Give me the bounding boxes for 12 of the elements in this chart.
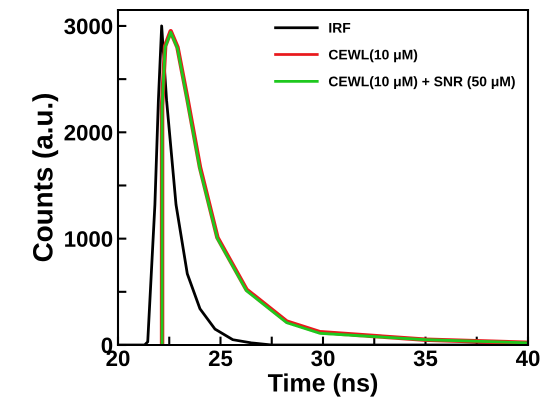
x-axis-title: Time (ns) xyxy=(268,373,378,397)
x-tick-label: 40 xyxy=(516,350,540,366)
y-tick-label: 1000 xyxy=(65,231,112,247)
x-tick-label: 35 xyxy=(414,350,438,366)
y-axis-title: Counts (a.u.) xyxy=(32,94,58,262)
y-tick-label: 3000 xyxy=(64,18,112,34)
y-tick-label: 2000 xyxy=(64,124,112,141)
legend-label: IRF xyxy=(329,23,350,33)
legend-label: CEWL(10 μM) + SNR (50 μM) xyxy=(328,76,515,90)
legend-label: CEWL(10 μM) xyxy=(328,49,418,62)
x-tick-label: 25 xyxy=(208,350,232,366)
x-tick-label: 30 xyxy=(311,350,334,366)
